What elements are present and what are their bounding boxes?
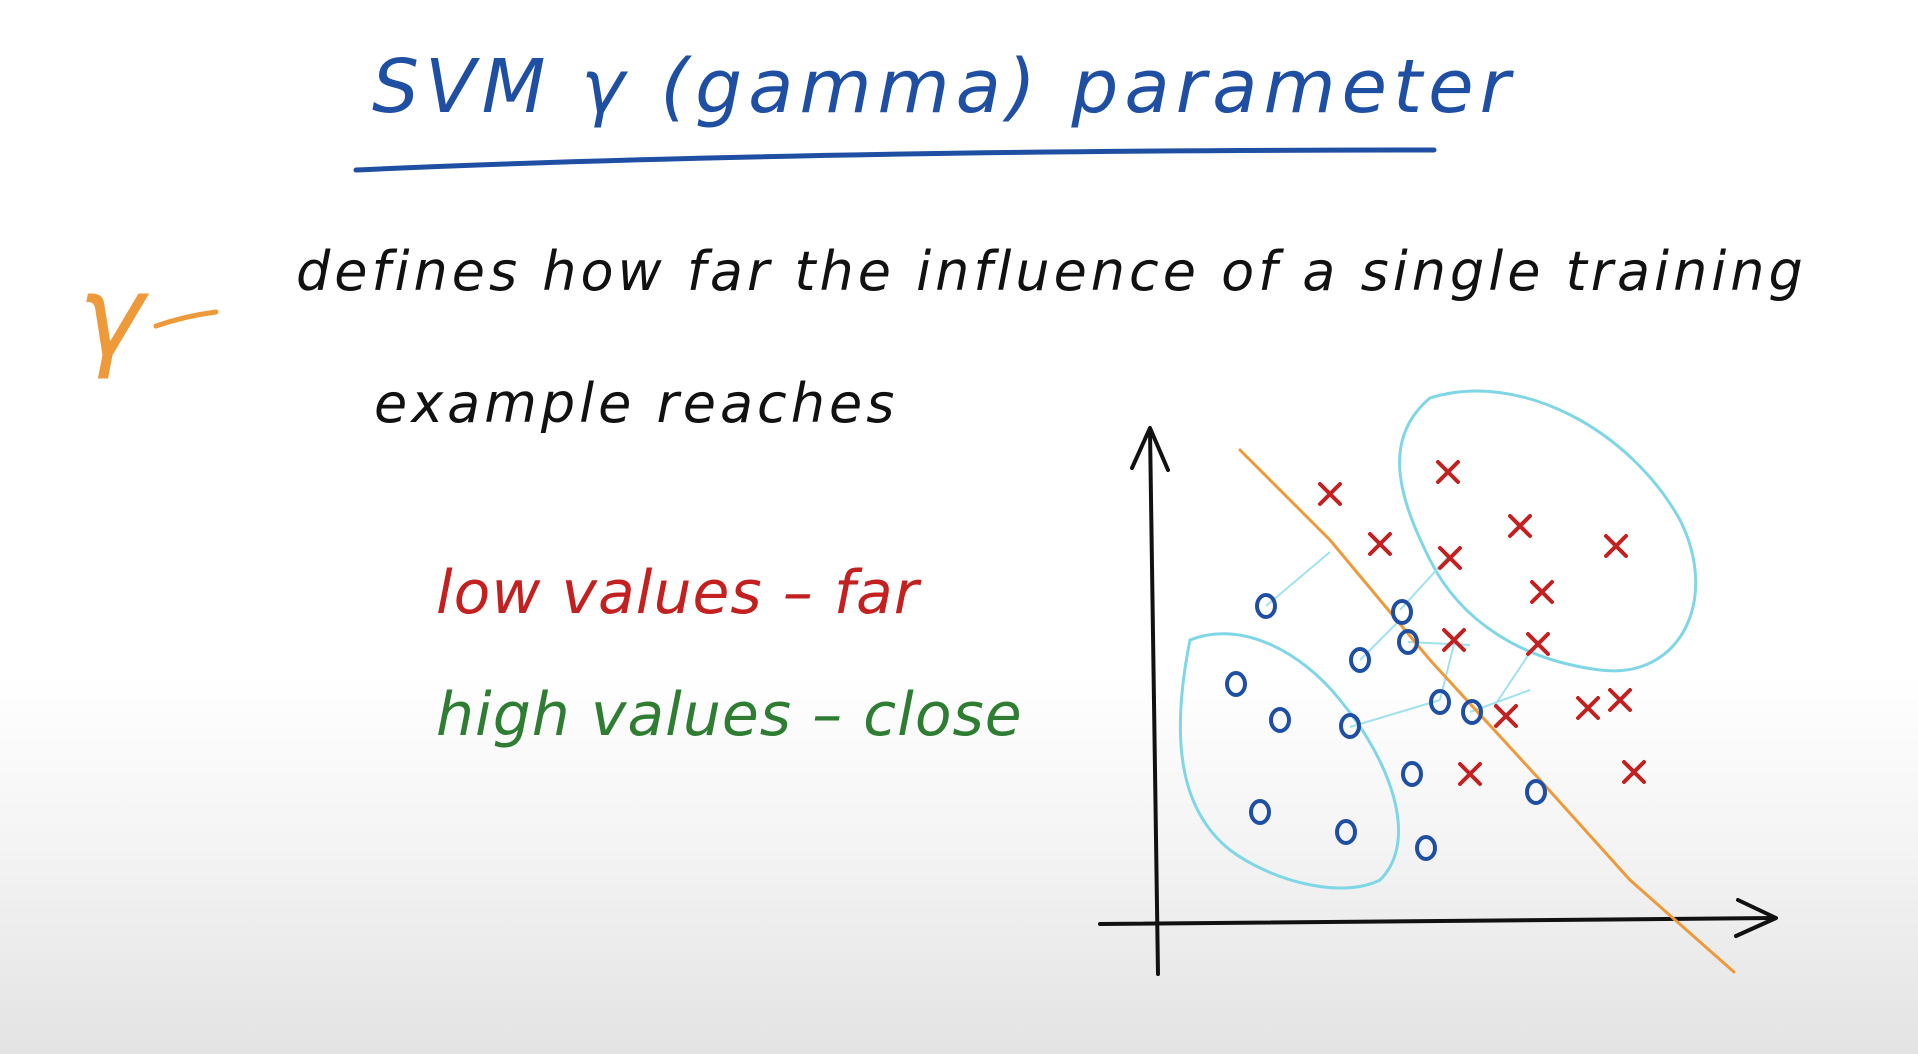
gamma-symbol: γ bbox=[78, 252, 146, 382]
circle-point bbox=[1335, 819, 1357, 845]
circle-point bbox=[1225, 671, 1247, 697]
circle-point bbox=[1391, 599, 1413, 625]
cross-cluster-outline bbox=[1398, 389, 1698, 673]
circle-point bbox=[1401, 761, 1423, 787]
decision-boundary bbox=[1238, 448, 1736, 974]
x-axis-arrowhead bbox=[1734, 898, 1778, 938]
cross-point bbox=[1436, 460, 1460, 484]
cross-point bbox=[1438, 546, 1462, 570]
circle-point bbox=[1461, 699, 1483, 725]
circle-point bbox=[1349, 647, 1371, 673]
cross-point bbox=[1608, 688, 1632, 712]
page-title: SVM γ (gamma) parameter bbox=[372, 44, 1517, 130]
circle-point bbox=[1397, 629, 1419, 655]
circle-point bbox=[1255, 593, 1277, 619]
definition-line-1: defines how far the influence of a singl… bbox=[296, 240, 1807, 303]
x-axis bbox=[1098, 916, 1776, 926]
cross-point bbox=[1622, 760, 1646, 784]
definition-line-2: example reaches bbox=[374, 372, 899, 435]
title-underline bbox=[353, 147, 1437, 173]
cross-point bbox=[1530, 580, 1554, 604]
circle-point bbox=[1525, 779, 1547, 805]
circle-point bbox=[1269, 707, 1291, 733]
cross-point bbox=[1318, 482, 1342, 506]
y-axis-arrowhead bbox=[1130, 426, 1170, 472]
cross-point bbox=[1576, 696, 1600, 720]
cross-point bbox=[1368, 532, 1392, 556]
data-points bbox=[1225, 460, 1646, 861]
cross-point bbox=[1508, 514, 1532, 538]
cross-point bbox=[1526, 632, 1550, 656]
circle-point bbox=[1415, 835, 1437, 861]
high-values-label: high values – close bbox=[436, 680, 1023, 750]
cross-point bbox=[1442, 628, 1466, 652]
cross-point bbox=[1458, 762, 1482, 786]
circle-point bbox=[1249, 799, 1271, 825]
cross-point bbox=[1604, 534, 1628, 558]
circle-point bbox=[1339, 713, 1361, 739]
y-axis bbox=[1148, 428, 1160, 976]
cross-point bbox=[1494, 704, 1518, 728]
gamma-dash bbox=[153, 309, 219, 329]
circle-point bbox=[1429, 689, 1451, 715]
circle-cluster-outline bbox=[1178, 632, 1401, 890]
low-values-label: low values – far bbox=[436, 558, 920, 628]
